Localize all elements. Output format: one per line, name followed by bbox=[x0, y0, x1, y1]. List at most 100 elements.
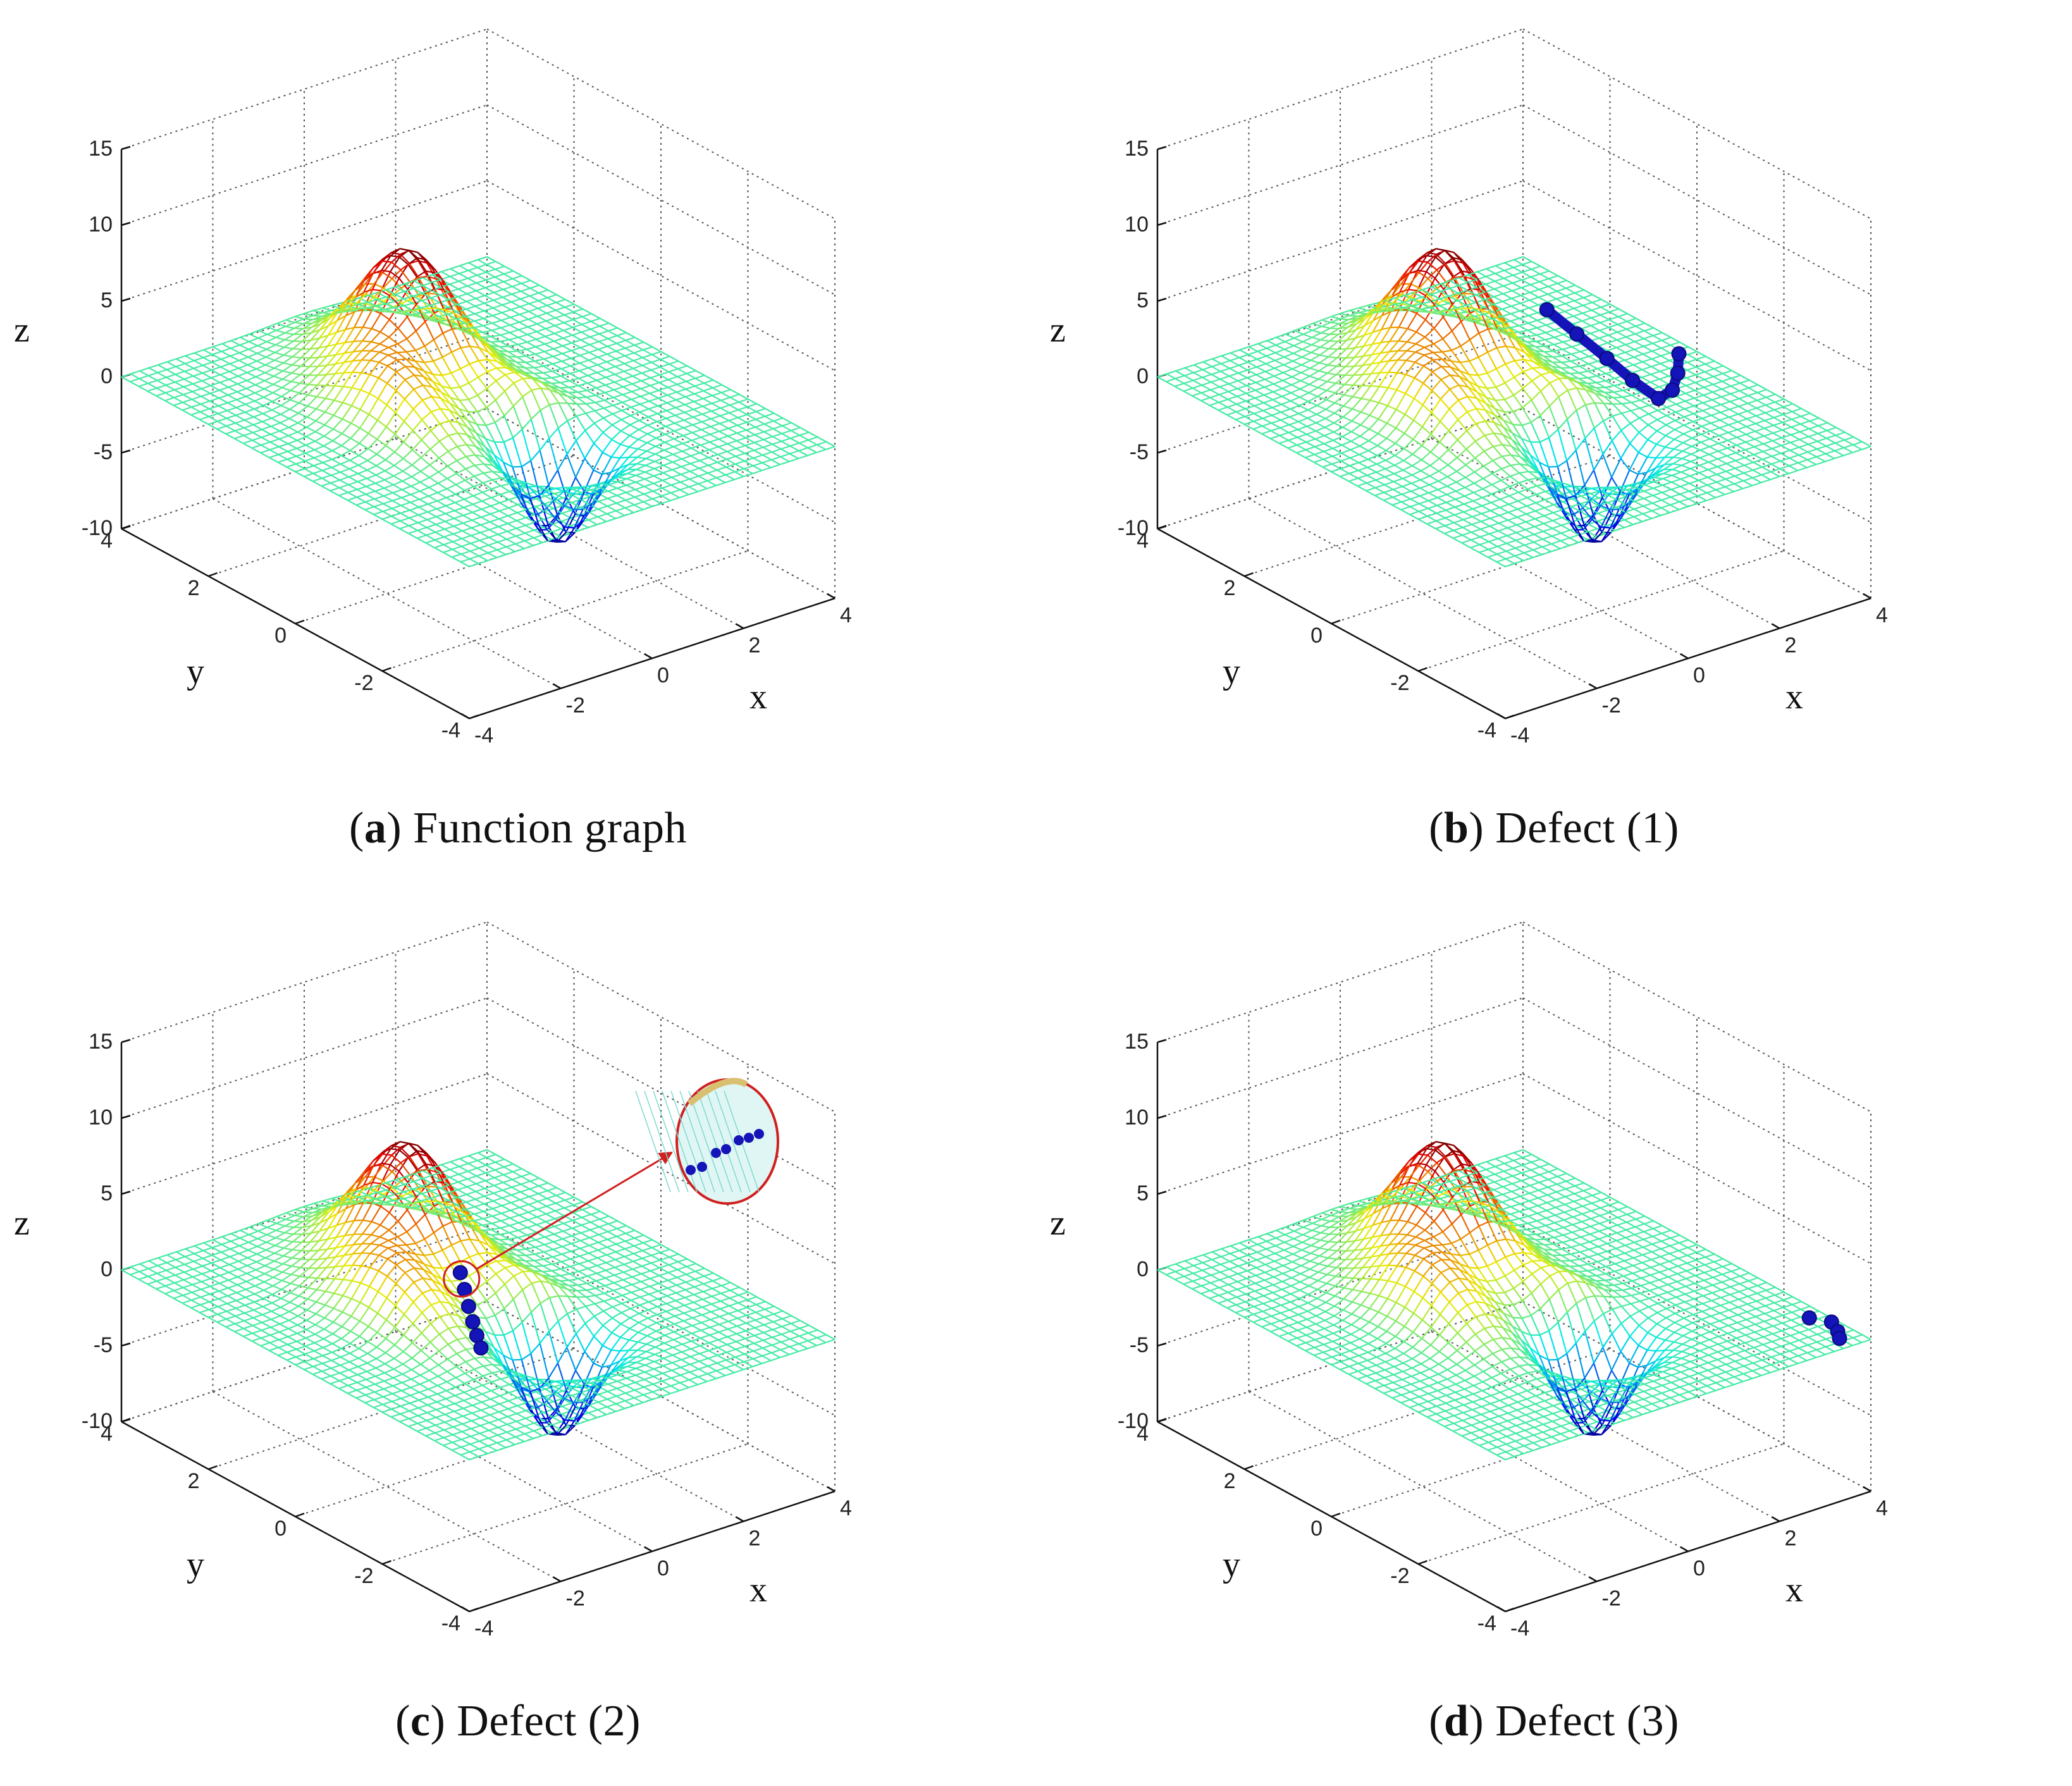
mesh-line bbox=[717, 450, 727, 455]
mesh-line bbox=[1553, 504, 1563, 510]
mesh-line bbox=[1834, 450, 1844, 457]
mesh-line bbox=[345, 340, 354, 343]
mesh-line bbox=[669, 368, 679, 373]
mesh-line bbox=[273, 383, 283, 388]
mesh-line bbox=[628, 438, 639, 448]
mesh-line bbox=[546, 302, 557, 307]
mesh-line bbox=[1752, 474, 1762, 479]
mesh-line bbox=[710, 433, 719, 440]
mesh-line bbox=[686, 373, 696, 379]
mesh-line bbox=[624, 512, 634, 517]
mesh-line bbox=[653, 479, 663, 484]
mesh-line bbox=[1701, 417, 1711, 424]
mesh-line bbox=[405, 358, 416, 368]
mesh-line bbox=[1583, 514, 1594, 526]
mesh-line bbox=[498, 515, 509, 520]
mesh-line bbox=[1605, 370, 1616, 374]
mesh-line bbox=[369, 374, 379, 379]
mesh-line bbox=[1588, 370, 1598, 377]
mesh-line bbox=[411, 457, 422, 466]
mesh-line bbox=[185, 355, 195, 362]
mesh-line bbox=[1807, 448, 1818, 453]
mesh-line bbox=[354, 292, 364, 299]
mesh-line bbox=[598, 341, 608, 347]
mesh-line bbox=[395, 286, 405, 292]
mesh-line bbox=[650, 366, 660, 371]
mesh-line bbox=[712, 391, 722, 397]
mesh-line bbox=[1844, 436, 1854, 441]
mesh-line bbox=[235, 419, 245, 424]
mesh-line bbox=[385, 300, 395, 305]
mesh-line bbox=[277, 462, 287, 468]
mesh-line bbox=[295, 455, 305, 462]
mesh-line bbox=[302, 339, 311, 342]
mesh-line bbox=[1566, 495, 1576, 500]
mesh-line bbox=[589, 341, 599, 346]
mesh-line bbox=[627, 472, 636, 476]
mesh-line bbox=[1798, 462, 1808, 469]
mesh-line bbox=[624, 360, 634, 365]
mesh-line bbox=[386, 390, 397, 405]
mesh-line bbox=[467, 274, 478, 280]
mesh-line bbox=[448, 304, 458, 308]
mesh-line bbox=[1588, 531, 1598, 538]
mesh-line bbox=[130, 378, 140, 383]
mesh-line bbox=[376, 426, 387, 440]
mesh-line bbox=[292, 364, 301, 367]
mesh-line bbox=[636, 463, 646, 466]
axes bbox=[1156, 145, 1872, 720]
mesh-line bbox=[1765, 397, 1775, 403]
mesh-line bbox=[295, 312, 305, 317]
mesh-line bbox=[495, 415, 505, 423]
mesh-line bbox=[1748, 384, 1758, 389]
mesh-line bbox=[807, 452, 817, 457]
mesh-line bbox=[1634, 498, 1644, 502]
mesh-line bbox=[413, 384, 424, 390]
mesh-line bbox=[580, 339, 590, 345]
mesh-line bbox=[1762, 459, 1772, 465]
mesh-line bbox=[211, 369, 221, 376]
mesh-line bbox=[402, 313, 412, 316]
mesh-line bbox=[130, 373, 140, 379]
mesh-line bbox=[496, 367, 506, 376]
mesh-line bbox=[1737, 418, 1748, 423]
mesh-line bbox=[554, 490, 564, 495]
mesh-line bbox=[555, 314, 565, 319]
mesh-line bbox=[595, 387, 605, 393]
mesh-line bbox=[315, 431, 325, 437]
mesh-line bbox=[495, 265, 505, 270]
mesh-line bbox=[691, 444, 701, 449]
mesh-line bbox=[395, 283, 405, 288]
mesh-line bbox=[694, 393, 704, 400]
mesh-line bbox=[502, 293, 512, 299]
mesh-line bbox=[1536, 331, 1546, 336]
mesh-line bbox=[546, 317, 556, 322]
mesh-line bbox=[718, 443, 728, 448]
mesh-line bbox=[762, 459, 772, 464]
mesh-line bbox=[555, 317, 565, 324]
mesh-line bbox=[453, 533, 462, 539]
mesh-line bbox=[304, 310, 314, 314]
mesh-line bbox=[321, 477, 331, 484]
mesh-line bbox=[350, 450, 360, 457]
mesh-line bbox=[201, 380, 211, 386]
mesh-line bbox=[1652, 343, 1662, 349]
mesh-line bbox=[1622, 397, 1632, 403]
mesh-line bbox=[1772, 432, 1782, 439]
mesh-line bbox=[295, 463, 305, 470]
grid-line bbox=[213, 498, 561, 689]
mesh-line bbox=[653, 475, 663, 481]
mesh-line bbox=[543, 370, 553, 374]
mesh-line bbox=[1534, 515, 1545, 520]
mesh-line bbox=[182, 402, 192, 408]
mesh-line bbox=[469, 363, 479, 378]
mesh-line bbox=[199, 416, 209, 421]
mesh-line bbox=[1721, 385, 1731, 390]
mesh-line bbox=[509, 331, 519, 338]
mesh-line bbox=[211, 361, 221, 368]
z-tick bbox=[1157, 449, 1167, 454]
mesh-line bbox=[260, 449, 270, 454]
mesh-line bbox=[1720, 400, 1730, 405]
mesh-line bbox=[661, 495, 671, 502]
mesh-line bbox=[1700, 446, 1710, 451]
